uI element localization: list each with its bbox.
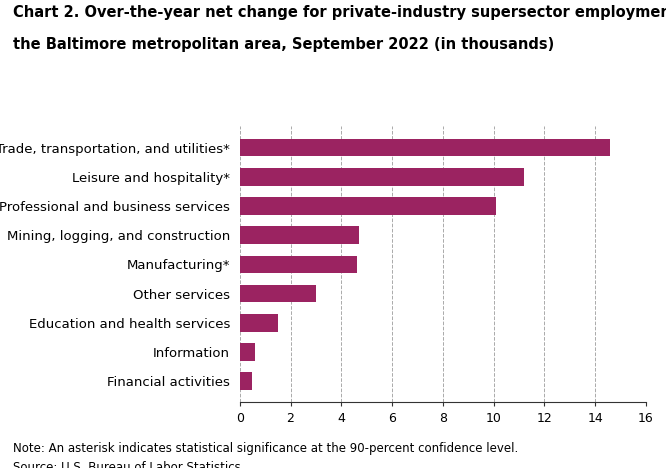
Text: Chart 2. Over-the-year net change for private-industry supersector employment in: Chart 2. Over-the-year net change for pr… <box>13 5 666 20</box>
Bar <box>240 314 278 331</box>
Text: Note: An asterisk indicates statistical significance at the 90-percent confidenc: Note: An asterisk indicates statistical … <box>13 442 519 455</box>
Text: the Baltimore metropolitan area, September 2022 (in thousands): the Baltimore metropolitan area, Septemb… <box>13 37 555 52</box>
Bar <box>240 285 316 302</box>
Text: Source: U.S. Bureau of Labor Statistics.: Source: U.S. Bureau of Labor Statistics. <box>13 461 245 468</box>
Bar <box>240 168 524 186</box>
Bar <box>240 373 252 390</box>
Bar <box>240 197 496 215</box>
Bar <box>240 139 611 156</box>
Bar <box>240 256 356 273</box>
Bar <box>240 343 255 361</box>
Bar <box>240 227 359 244</box>
